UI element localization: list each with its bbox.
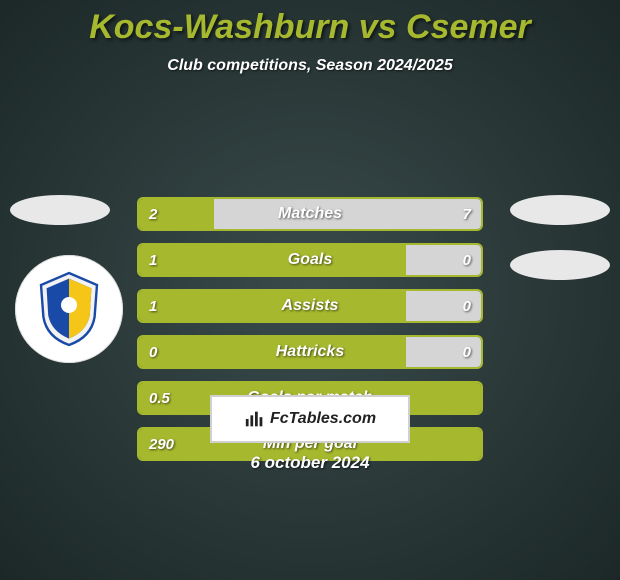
stat-row: 10Assists (137, 289, 483, 323)
right-team-pill-1 (510, 195, 610, 225)
shield-icon (29, 269, 109, 349)
stat-label: Assists (139, 291, 481, 321)
right-team-pill-2 (510, 250, 610, 280)
stat-row: 00Hattricks (137, 335, 483, 369)
stat-label: Hattricks (139, 337, 481, 367)
brand-text: FcTables.com (270, 410, 376, 428)
bar-chart-icon (244, 408, 266, 430)
left-club-crest (15, 255, 123, 363)
subtitle: Club competitions, Season 2024/2025 (0, 57, 620, 75)
stat-row: 27Matches (137, 197, 483, 231)
stat-label: Goals (139, 245, 481, 275)
page-title: Kocs-Washburn vs Csemer (0, 0, 620, 47)
brand-box[interactable]: FcTables.com (210, 395, 410, 443)
stat-label: Matches (139, 199, 481, 229)
title-text: Kocs-Washburn vs Csemer (89, 8, 531, 46)
stat-row: 10Goals (137, 243, 483, 277)
date-text: 6 october 2024 (0, 453, 620, 473)
left-team-pill (10, 195, 110, 225)
